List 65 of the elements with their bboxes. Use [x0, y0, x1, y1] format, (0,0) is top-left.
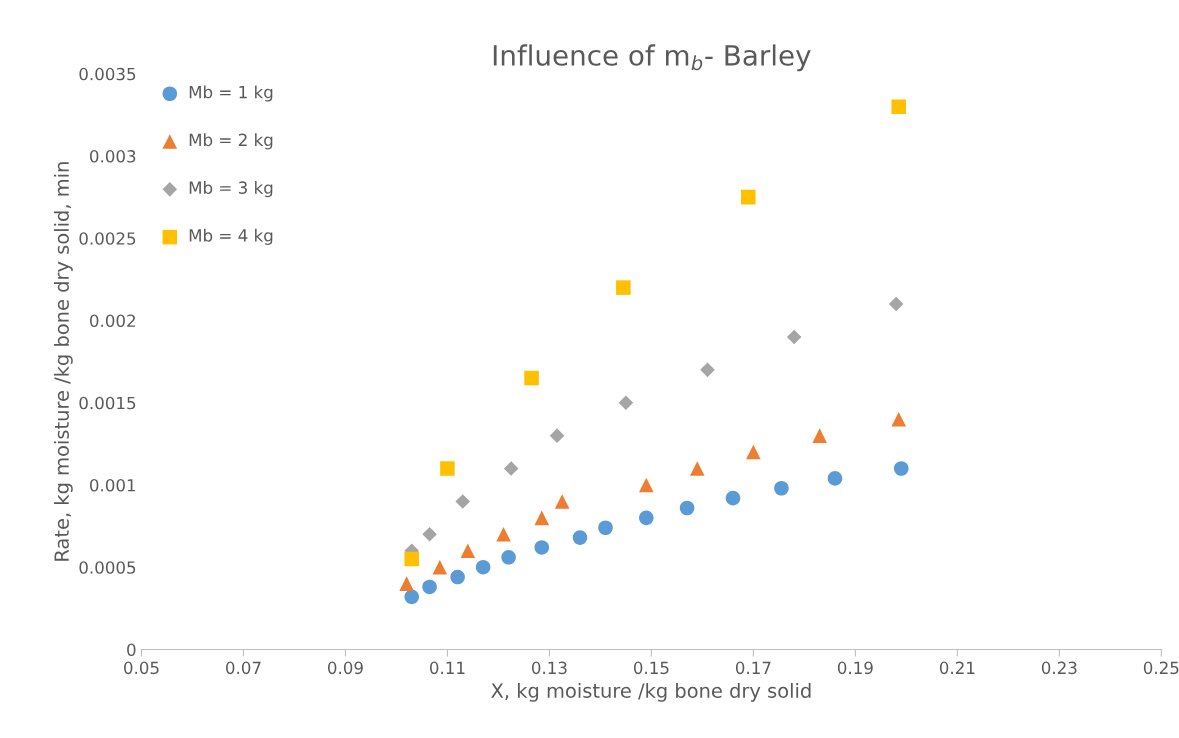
point	[616, 280, 631, 295]
x-tick-label: 0.17	[735, 661, 771, 675]
point	[503, 461, 519, 476]
x-tick-label: 0.11	[429, 661, 465, 675]
point	[774, 480, 789, 496]
point	[455, 494, 471, 509]
x-tick-label: 0.13	[531, 661, 567, 675]
point	[639, 477, 654, 493]
y-tick-label: 0.0005	[79, 561, 136, 574]
point	[598, 520, 613, 536]
x-tick-label: 0.07	[226, 661, 261, 675]
point	[399, 576, 414, 591]
y-tick-label: 0.001	[90, 478, 136, 492]
point	[746, 444, 761, 460]
point	[549, 428, 565, 443]
legend-label: Mb = 4 kg	[189, 228, 273, 245]
point	[422, 579, 437, 595]
point	[440, 461, 455, 476]
point	[496, 527, 511, 542]
point	[827, 471, 843, 486]
point	[422, 527, 437, 542]
point	[460, 543, 476, 559]
point	[534, 510, 550, 526]
x-axis-title: X, kg moisture /kg bone dry solid	[491, 682, 811, 702]
point	[501, 550, 516, 565]
y-tick-label: 0.002	[90, 314, 135, 328]
point	[524, 370, 539, 386]
legend-label: Mb = 2 kg	[189, 133, 273, 150]
x-tick-label: 0.21	[939, 661, 975, 675]
x-tick-label: 0.23	[1041, 661, 1077, 675]
y-tick-label: 0	[127, 643, 136, 657]
x-tick-label: 0.19	[837, 661, 873, 675]
x-tick-label: 0.05	[124, 661, 159, 675]
point	[725, 490, 741, 506]
x-tick-label: 0.09	[327, 661, 363, 675]
point	[741, 189, 756, 205]
y-axis-title: Rate, kg moisture /kg bone dry solid, min	[53, 162, 73, 561]
y-tick-label: 0.0015	[79, 396, 136, 410]
legend-label: Mb = 1 kg	[189, 85, 273, 102]
point	[404, 551, 420, 567]
y-tick-label: 0.003	[90, 150, 136, 163]
point	[475, 559, 491, 575]
y-tick-label: 0.0025	[79, 232, 136, 245]
legend-label: Mb = 3 kg	[189, 181, 273, 198]
point	[700, 362, 715, 378]
point	[690, 461, 705, 476]
point	[432, 559, 448, 575]
point	[639, 510, 654, 526]
point	[888, 296, 904, 312]
point	[893, 461, 909, 476]
chart-title: Influence of m$_{b}$- Barley	[493, 44, 811, 72]
y-tick-label: 0.0035	[79, 67, 136, 81]
point	[679, 500, 695, 516]
point	[534, 540, 550, 555]
x-tick-label: 0.15	[633, 661, 669, 675]
point	[891, 411, 906, 427]
point	[786, 329, 802, 345]
point	[554, 494, 570, 509]
point	[450, 569, 465, 585]
point	[891, 99, 906, 114]
point	[572, 530, 588, 545]
x-tick-label: 0.25	[1143, 661, 1179, 675]
point	[812, 428, 827, 443]
point	[618, 395, 634, 411]
point	[404, 589, 420, 605]
